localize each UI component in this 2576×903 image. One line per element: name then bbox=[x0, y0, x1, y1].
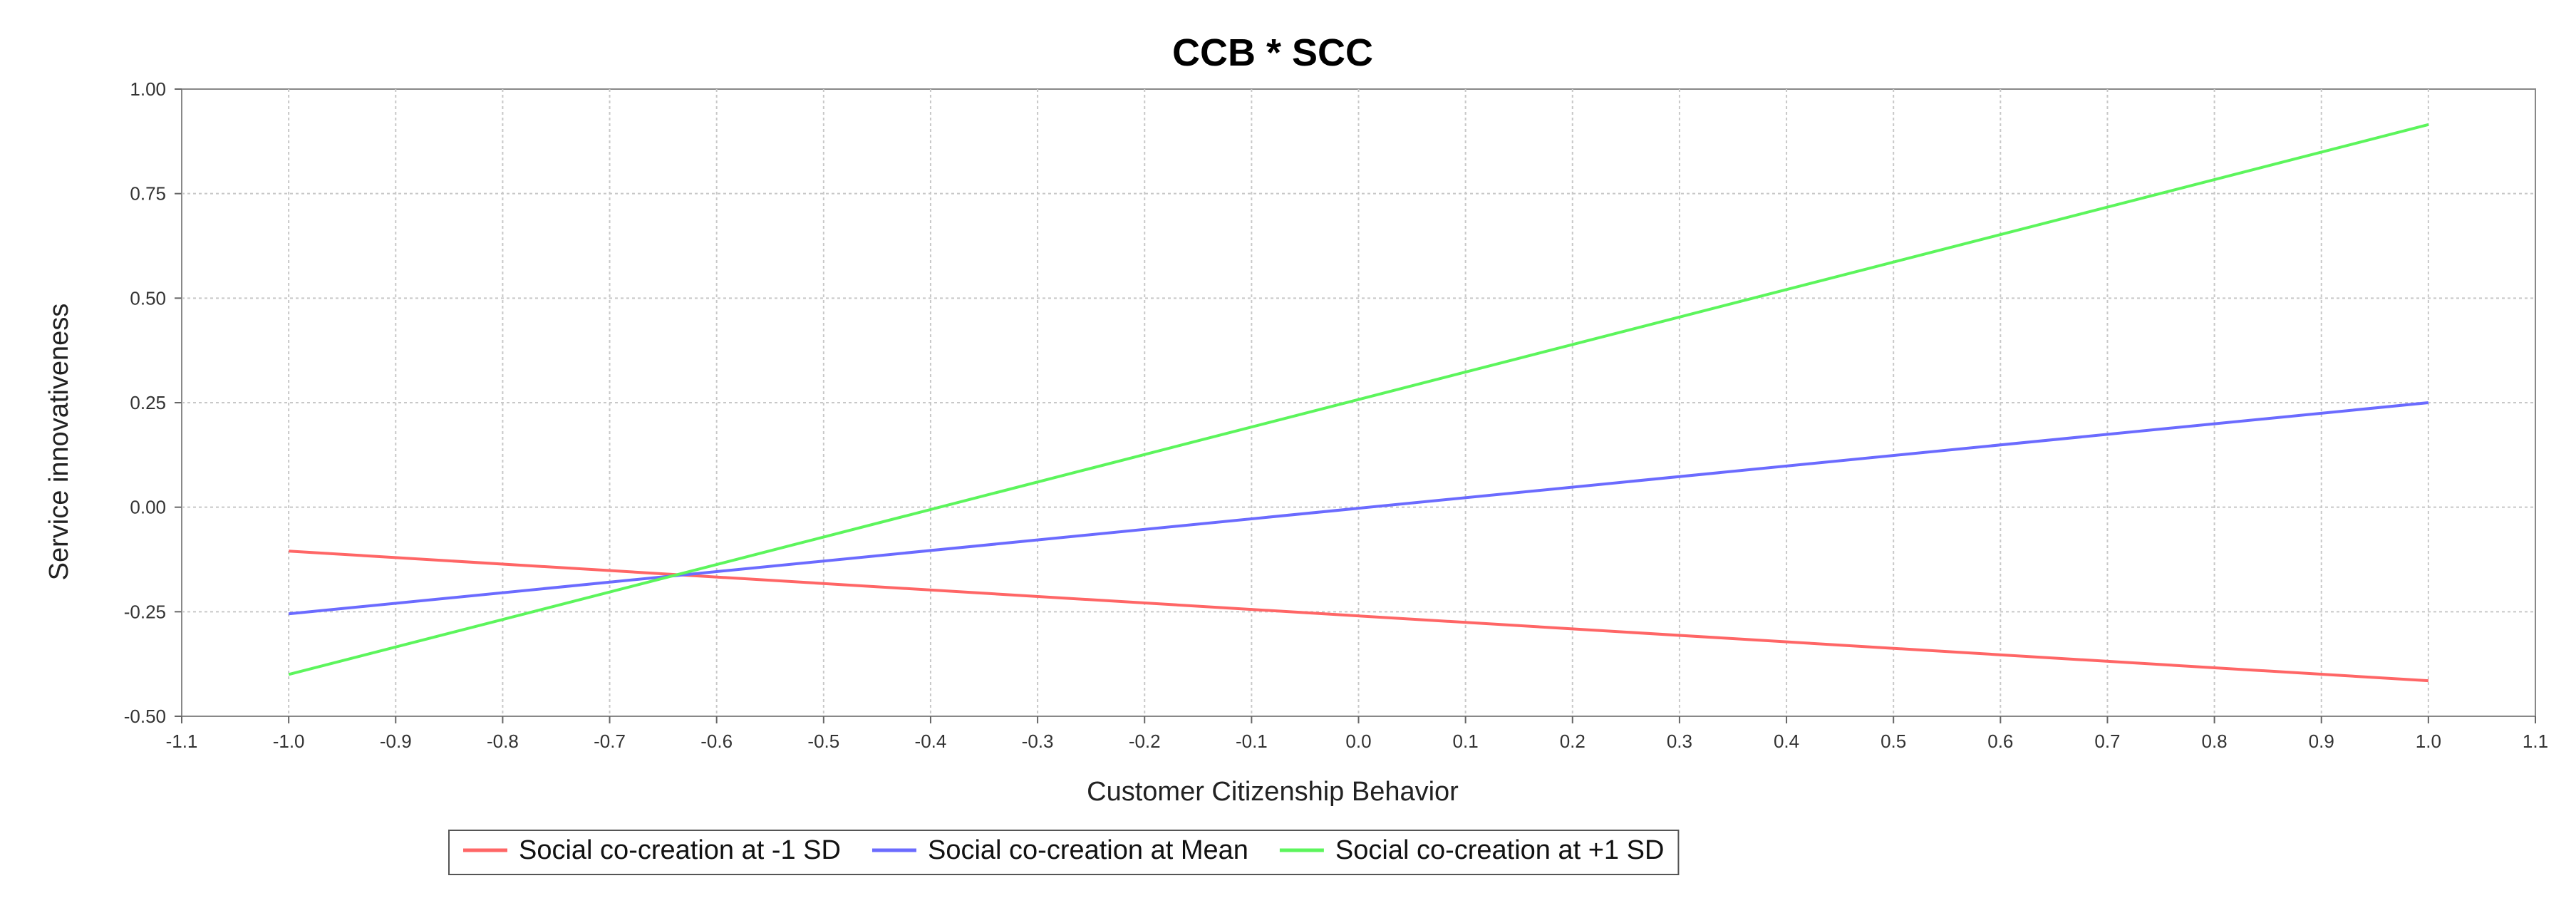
x-tick-label: 0.7 bbox=[2094, 731, 2120, 752]
x-tick-label: 0.2 bbox=[1560, 731, 1586, 752]
y-tick-label: 0.00 bbox=[130, 497, 166, 518]
x-tick-label: 1.1 bbox=[2523, 731, 2548, 752]
x-tick-label: 0.1 bbox=[1453, 731, 1479, 752]
legend-label-1: Social co-creation at -1 SD bbox=[519, 835, 841, 865]
x-tick-label: -0.4 bbox=[915, 731, 947, 752]
x-tick-label: -0.8 bbox=[487, 731, 519, 752]
y-tick-label: 0.25 bbox=[130, 392, 166, 413]
y-tick-label: -0.25 bbox=[124, 601, 166, 622]
legend: Social co-creation at -1 SD Social co-cre… bbox=[448, 830, 1680, 875]
x-tick-label: 0.4 bbox=[1774, 731, 1799, 752]
x-tick-label: -0.1 bbox=[1236, 731, 1268, 752]
x-tick-label: -0.6 bbox=[700, 731, 733, 752]
series-line-1 bbox=[289, 549, 2428, 683]
y-tick-label: -0.50 bbox=[124, 706, 166, 727]
y-tick-label: 0.75 bbox=[130, 183, 166, 205]
x-tick-label: 1.0 bbox=[2416, 731, 2441, 752]
x-tick-label: -0.9 bbox=[380, 731, 412, 752]
x-tick-label: 0.8 bbox=[2202, 731, 2228, 752]
x-tick-label: 0.0 bbox=[1345, 731, 1371, 752]
x-tick-label: 0.5 bbox=[1881, 731, 1906, 752]
x-tick-label: -1.1 bbox=[166, 731, 198, 752]
x-tick-label: -0.7 bbox=[594, 731, 626, 752]
series-line-2 bbox=[288, 401, 2429, 616]
grid bbox=[182, 89, 2535, 716]
axes bbox=[175, 88, 2536, 723]
x-axis-label: Customer Citizenship Behavior bbox=[1087, 777, 1459, 807]
legend-label-3: Social co-creation at +1 SD bbox=[1335, 835, 1665, 865]
tick-labels: -1.1 -1.0 -0.9 -0.8 -0.7 -0.6 -0.5 -0.4 -0.3 -0.2… bbox=[124, 78, 2548, 752]
x-tick-label: 0.6 bbox=[1987, 731, 2013, 752]
chart-title: CCB * SCC bbox=[1172, 31, 1373, 74]
x-tick-label: -0.3 bbox=[1022, 731, 1054, 752]
x-tick-label: -1.0 bbox=[273, 731, 305, 752]
y-tick-label: 1.00 bbox=[130, 78, 166, 100]
legend-label-2: Social co-creation at Mean bbox=[928, 835, 1248, 865]
y-tick-label: 0.50 bbox=[130, 287, 166, 309]
legend-box bbox=[448, 830, 1680, 875]
y-axis-label: Service innovativeness bbox=[44, 304, 74, 581]
x-tick-label: -0.2 bbox=[1129, 731, 1161, 752]
series-lines bbox=[288, 123, 2429, 683]
x-tick-label: 0.3 bbox=[1667, 731, 1692, 752]
series-line-3 bbox=[288, 123, 2429, 676]
x-tick-label: -0.5 bbox=[807, 731, 839, 752]
x-tick-label: 0.9 bbox=[2309, 731, 2334, 752]
